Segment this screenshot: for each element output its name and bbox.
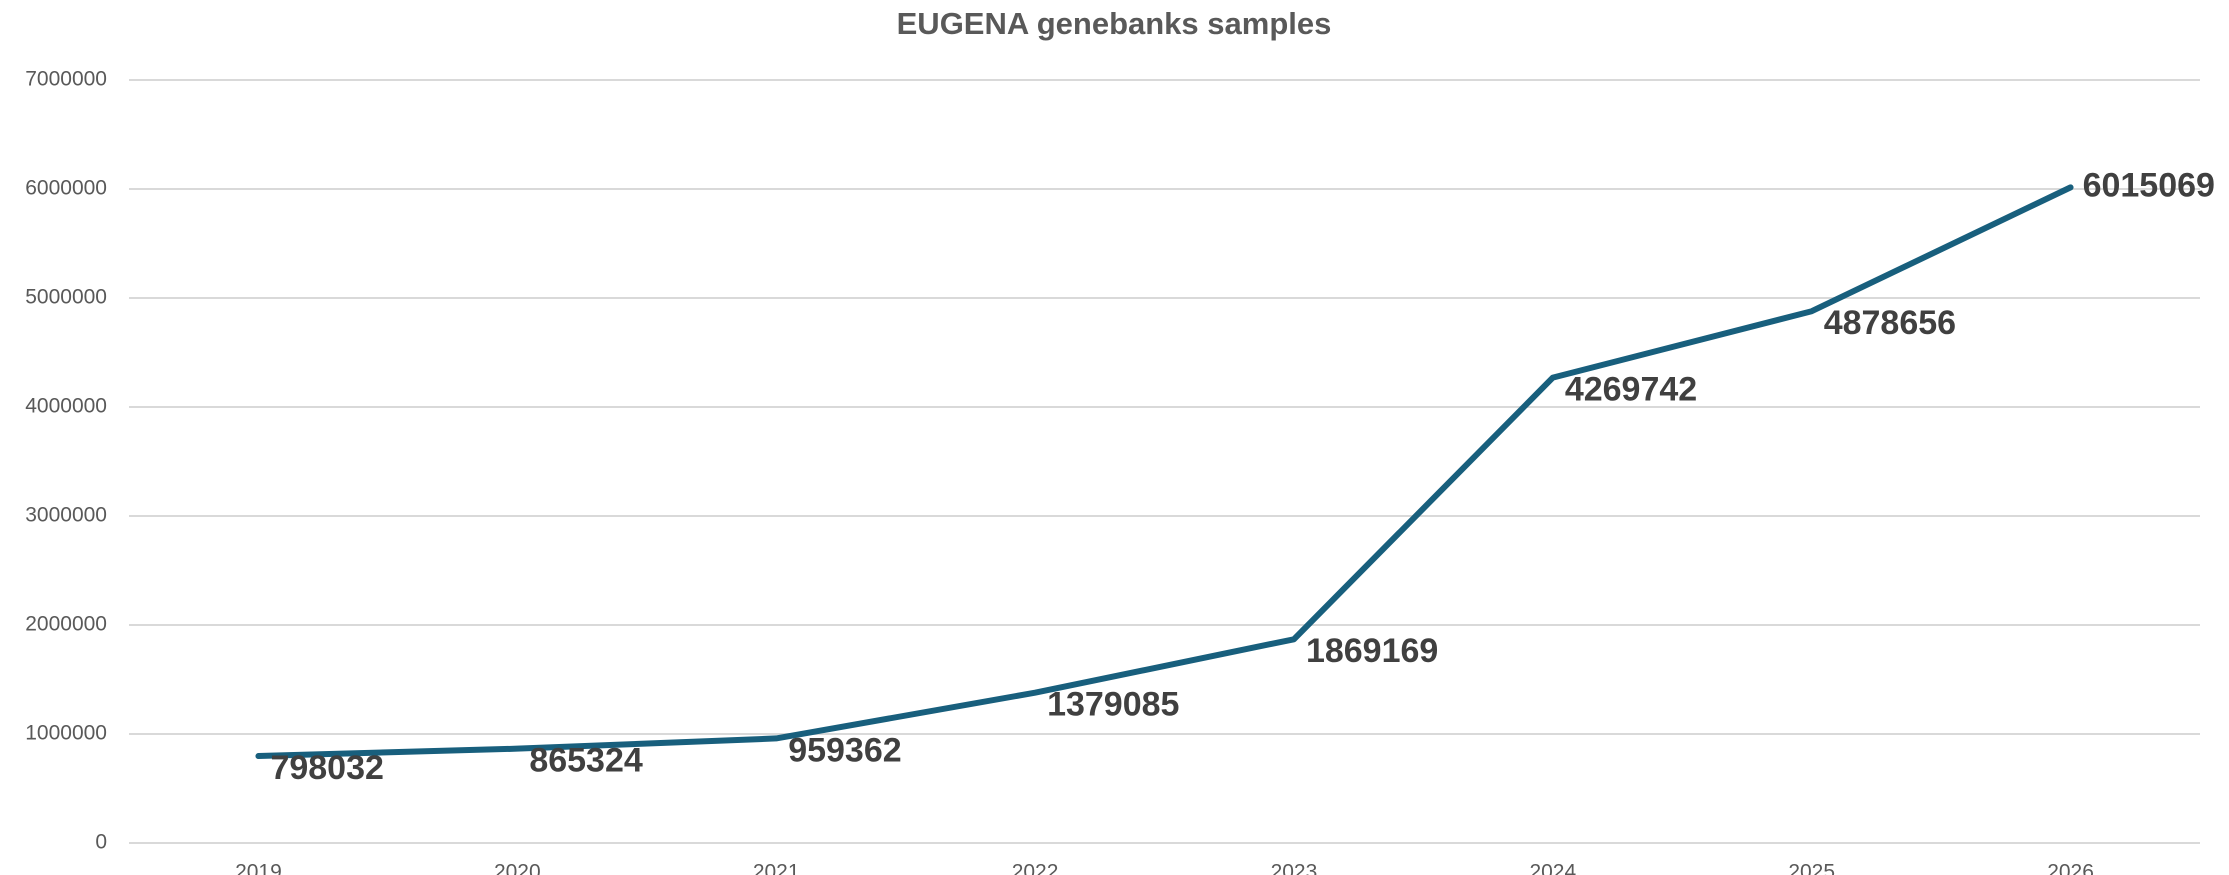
x-tick-label: 2022	[1012, 861, 1059, 875]
x-tick-label: 2020	[494, 861, 541, 875]
x-tick-label: 2021	[753, 861, 800, 875]
data-label: 959362	[788, 731, 901, 769]
chart-title: EUGENA genebanks samples	[897, 6, 1332, 41]
y-tick-label: 7000000	[25, 68, 107, 91]
data-label: 4269742	[1565, 371, 1697, 409]
data-label: 4878656	[1824, 304, 1956, 342]
y-tick-label: 3000000	[25, 504, 107, 527]
y-tick-label: 1000000	[25, 722, 107, 745]
data-label: 865324	[529, 742, 643, 780]
x-tick-label: 2019	[235, 861, 282, 875]
y-tick-label: 0	[95, 831, 107, 854]
y-tick-label: 4000000	[25, 395, 107, 418]
y-tick-label: 2000000	[25, 613, 107, 636]
x-tick-label: 2024	[1529, 861, 1576, 875]
data-label: 1379085	[1047, 686, 1179, 724]
y-tick-label: 6000000	[25, 177, 107, 200]
data-label: 1869169	[1306, 632, 1438, 670]
data-label: 6015069	[2083, 166, 2215, 204]
line-series	[255, 184, 2074, 760]
x-tick-label: 2023	[1271, 861, 1318, 875]
x-tick-label: 2026	[2047, 861, 2094, 875]
x-tick-label: 2025	[1788, 861, 1835, 875]
y-tick-label: 5000000	[25, 286, 107, 309]
data-label: 798032	[270, 749, 383, 787]
